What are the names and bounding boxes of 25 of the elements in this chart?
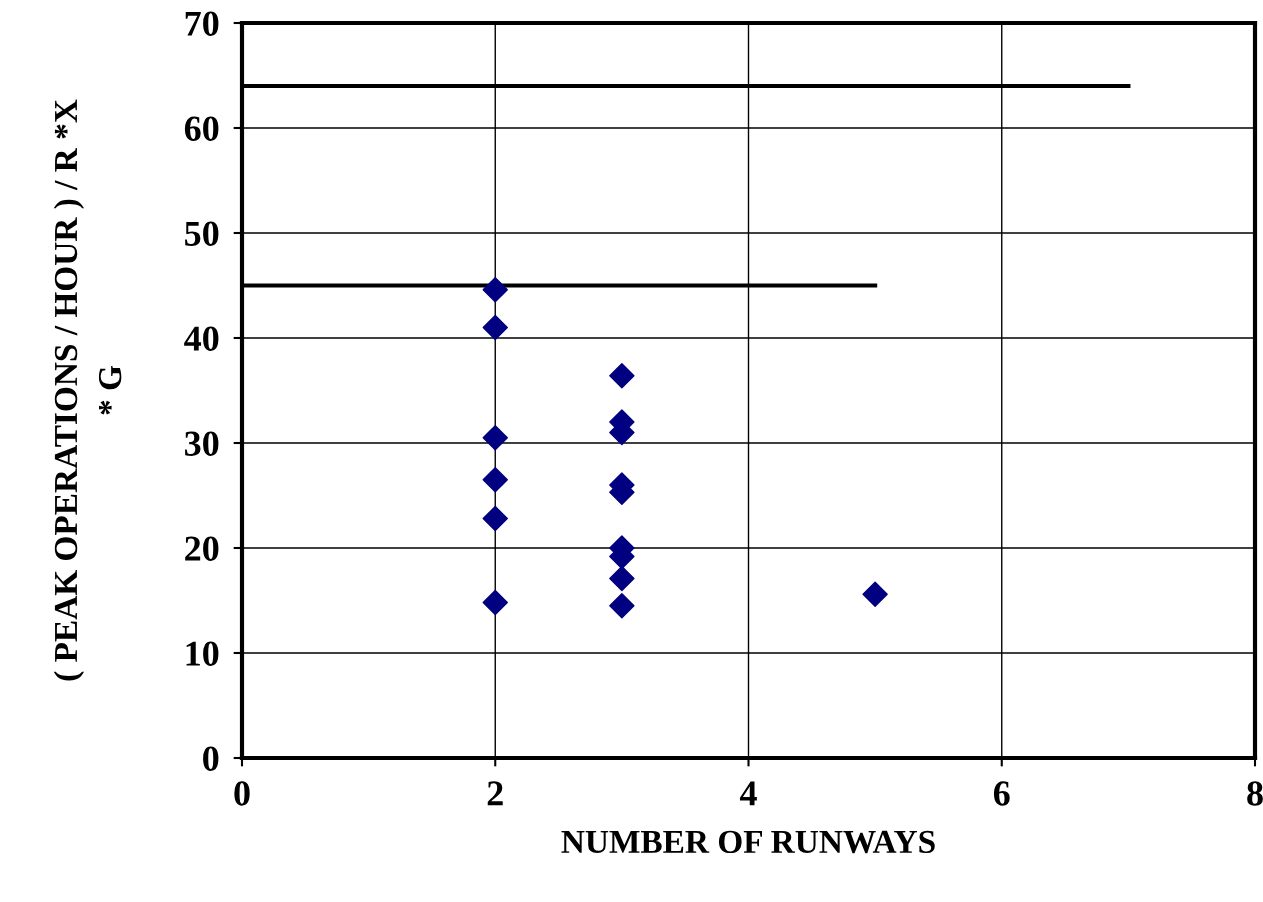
x-tick-label: 6	[993, 781, 1010, 806]
point	[482, 505, 508, 532]
y-tick-label: 30	[185, 431, 219, 456]
point	[482, 425, 508, 451]
point	[482, 467, 508, 493]
point	[609, 593, 635, 619]
point	[482, 589, 508, 616]
x-tick-label: 8	[1247, 781, 1263, 806]
point	[862, 581, 888, 607]
point	[482, 314, 508, 341]
y-tick-label: 40	[184, 326, 219, 351]
y-tick-label: 20	[185, 536, 219, 561]
point	[482, 276, 508, 303]
point	[609, 363, 635, 389]
x-tick-label: 2	[487, 781, 503, 806]
x-tick-label: 4	[739, 781, 757, 806]
y-tick-label: 0	[203, 746, 219, 771]
x-tick-label: 0	[234, 781, 250, 806]
y-tick-label: 10	[186, 641, 219, 666]
y-axis-title: ( PEAK OPERATIONS / HOUR ) / R *X * G	[53, 99, 122, 681]
y-tick-label: 50	[185, 221, 219, 246]
y-tick-label: 60	[184, 116, 219, 141]
y-tick-label: 70	[185, 11, 219, 36]
x-axis-title: NUMBER OF RUNWAYS	[561, 830, 935, 854]
point	[609, 565, 635, 592]
